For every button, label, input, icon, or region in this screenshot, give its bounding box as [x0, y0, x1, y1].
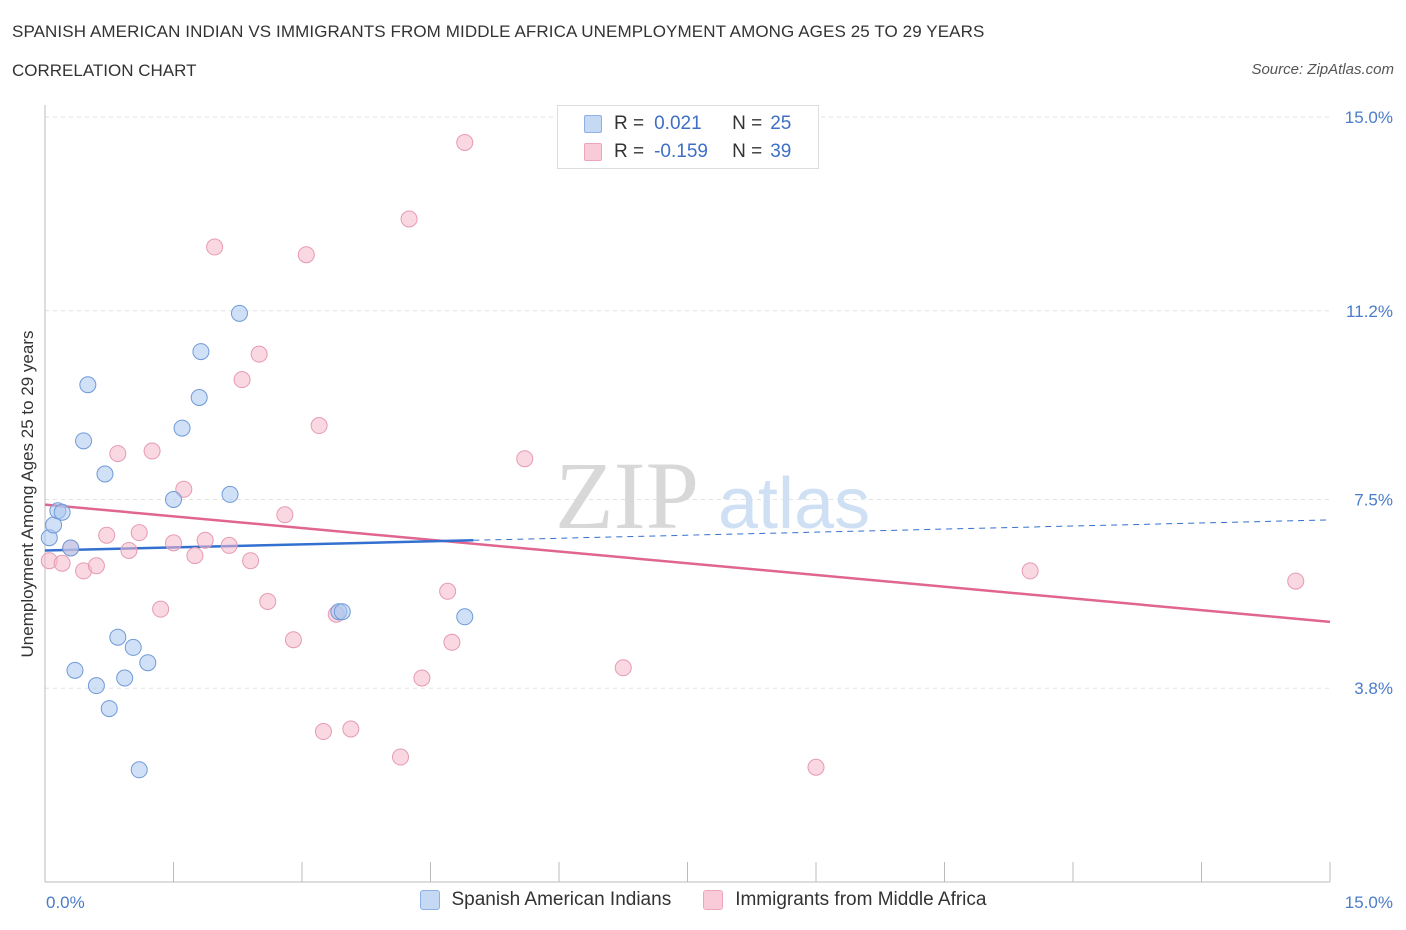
point-immigrants-from-middle-africa [1287, 572, 1305, 590]
watermark: ZIP atlas [555, 442, 870, 549]
point-immigrants-from-middle-africa [109, 445, 127, 463]
legend-row-series2: R = -0.159 N = 39 [584, 139, 791, 165]
point-spanish-american-indians [100, 700, 118, 718]
tick-labels: 3.8% 7.5% 11.2% 15.0% 0.0% 15.0% Unemployment … [18, 108, 1393, 912]
legend-item-immigrants-from-middle-africa: Immigrants from Middle Africa [703, 889, 986, 911]
point-immigrants-from-middle-africa [175, 480, 193, 498]
legend-swatch-blue [584, 115, 602, 133]
point-immigrants-from-middle-africa [314, 723, 332, 741]
series-legend: Spanish American Indians Immigrants from… [0, 889, 1406, 911]
point-spanish-american-indians [333, 603, 351, 621]
point-spanish-american-indians [62, 539, 80, 557]
point-spanish-american-indians [173, 419, 191, 437]
point-immigrants-from-middle-africa [516, 450, 534, 468]
y-tick-label: 7.5% [1354, 491, 1393, 510]
point-immigrants-from-middle-africa [392, 748, 410, 766]
trend-line-immigrants-from-middle-africa [44, 503, 1331, 624]
point-immigrants-from-middle-africa [259, 593, 277, 610]
point-immigrants-from-middle-africa [439, 582, 457, 600]
point-immigrants-from-middle-africa [276, 506, 294, 524]
point-spanish-american-indians [192, 343, 210, 361]
point-spanish-american-indians [53, 503, 71, 521]
point-immigrants-from-middle-africa [413, 669, 431, 687]
legend-row-series1: R = 0.021 N = 25 [584, 111, 791, 137]
point-immigrants-from-middle-africa [196, 531, 214, 549]
x-tick-label-min: 0.0% [46, 893, 85, 912]
y-tick-label: 11.2% [1346, 302, 1393, 321]
x-tick-label-max: 15.0% [1345, 893, 1393, 912]
data-points [40, 134, 1305, 779]
r-value: -0.159 [654, 141, 708, 162]
point-immigrants-from-middle-africa [443, 633, 461, 651]
point-immigrants-from-middle-africa [53, 554, 71, 572]
point-immigrants-from-middle-africa [143, 442, 161, 460]
legend-swatch-pink [703, 890, 724, 910]
point-immigrants-from-middle-africa [310, 417, 328, 435]
point-immigrants-from-middle-africa [242, 552, 260, 570]
n-value: 25 [770, 113, 792, 134]
chart-subtitle: CORRELATION CHART [12, 61, 197, 80]
point-spanish-american-indians [79, 376, 97, 394]
point-immigrants-from-middle-africa [400, 210, 418, 228]
point-immigrants-from-middle-africa [807, 758, 825, 776]
r-value: 0.021 [654, 113, 702, 134]
point-spanish-american-indians [190, 389, 208, 406]
point-immigrants-from-middle-africa [152, 600, 170, 618]
point-immigrants-from-middle-africa [284, 631, 302, 649]
point-immigrants-from-middle-africa [130, 524, 148, 542]
point-immigrants-from-middle-africa [120, 542, 138, 559]
y-tick-label: 15.0% [1345, 108, 1393, 127]
watermark-atlas: atlas [718, 464, 870, 544]
r-label: R = [614, 141, 645, 162]
point-spanish-american-indians [165, 491, 182, 508]
point-immigrants-from-middle-africa [98, 526, 116, 544]
legend-label: Spanish American Indians [451, 889, 672, 910]
point-spanish-american-indians [75, 432, 93, 450]
n-label: N = [732, 141, 763, 162]
chart-title: SPANISH AMERICAN INDIAN VS IMMIGRANTS FR… [12, 22, 985, 41]
gridlines [45, 116, 1330, 689]
axes [44, 105, 1331, 883]
point-immigrants-from-middle-africa [456, 134, 474, 151]
n-label: N = [732, 113, 763, 134]
r-label: R = [614, 113, 645, 134]
point-spanish-american-indians [456, 608, 474, 626]
point-immigrants-from-middle-africa [220, 536, 238, 554]
point-immigrants-from-middle-africa [1021, 562, 1039, 580]
source-label: Source: ZipAtlas.com [1251, 61, 1394, 78]
trend-lines [44, 503, 1331, 624]
y-axis-label: Unemployment Among Ages 25 to 29 years [18, 331, 37, 658]
point-immigrants-from-middle-africa [233, 371, 251, 389]
point-immigrants-from-middle-africa [186, 547, 204, 565]
point-immigrants-from-middle-africa [87, 557, 105, 575]
trend-line-spanish-american-indians [44, 539, 474, 552]
point-spanish-american-indians [66, 661, 84, 679]
legend-label: Immigrants from Middle Africa [735, 889, 987, 910]
legend-swatch-blue [419, 890, 440, 910]
point-immigrants-from-middle-africa [206, 238, 224, 256]
watermark-zip: ZIP [555, 442, 699, 549]
point-spanish-american-indians [87, 677, 105, 695]
point-immigrants-from-middle-africa [250, 345, 268, 363]
point-immigrants-from-middle-africa [342, 720, 360, 738]
point-immigrants-from-middle-africa [165, 534, 182, 552]
point-spanish-american-indians [139, 654, 157, 672]
point-spanish-american-indians [230, 304, 248, 322]
n-value: 39 [770, 141, 792, 162]
point-spanish-american-indians [124, 638, 142, 656]
legend-swatch-pink [584, 143, 602, 161]
point-spanish-american-indians [109, 628, 127, 646]
legend-item-spanish-american-indians: Spanish American Indians [419, 889, 672, 911]
stats-legend: R = 0.021 N = 25 R = -0.159 N = 39 [557, 105, 819, 169]
point-spanish-american-indians [221, 485, 239, 503]
point-immigrants-from-middle-africa [297, 246, 315, 264]
point-spanish-american-indians [96, 465, 114, 483]
point-spanish-american-indians [116, 669, 134, 687]
point-immigrants-from-middle-africa [614, 659, 632, 677]
point-spanish-american-indians [130, 761, 148, 779]
y-tick-label: 3.8% [1354, 679, 1393, 698]
